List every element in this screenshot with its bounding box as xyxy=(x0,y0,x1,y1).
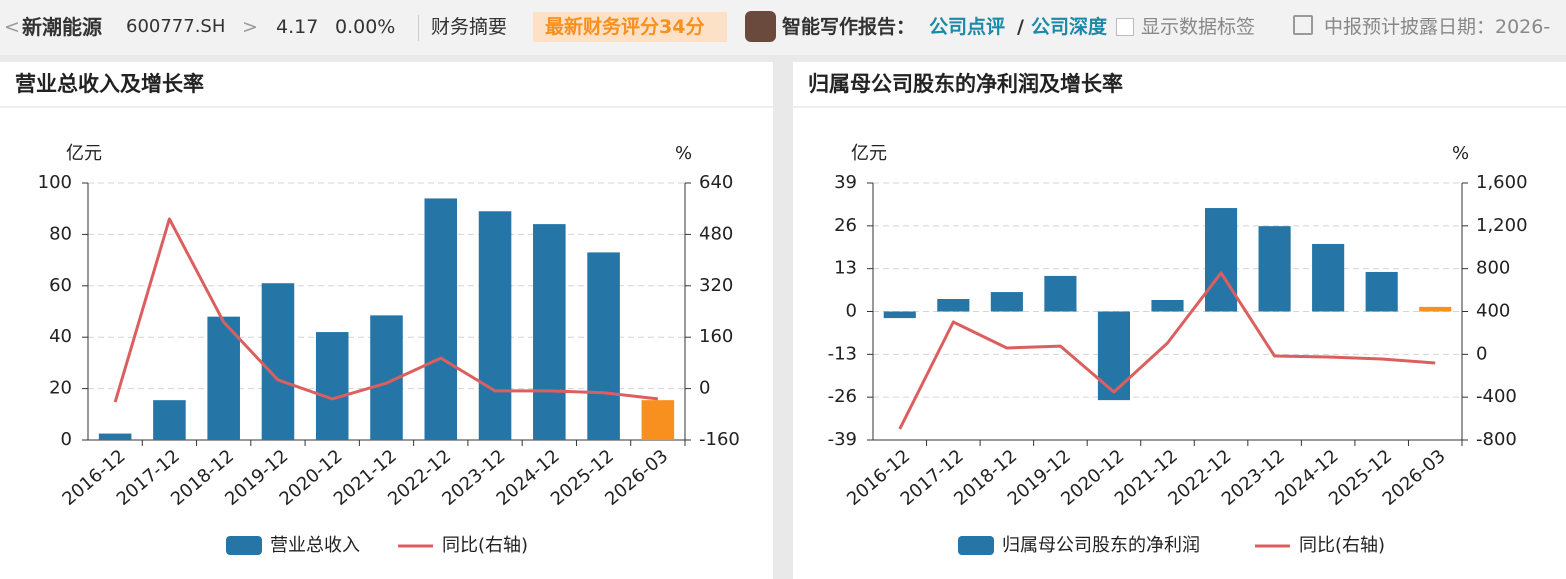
tab[interactable]: 财务摘要 xyxy=(431,16,508,38)
report-link[interactable]: 公司深度 xyxy=(1031,16,1108,38)
chart-panel xyxy=(0,62,773,579)
price: 4.17 xyxy=(276,16,319,38)
chart-panel xyxy=(793,62,1566,579)
separator: / xyxy=(1017,16,1024,38)
disclosure-date: 中报预计披露日期：2026- xyxy=(1324,16,1551,38)
report-link[interactable]: 公司点评 xyxy=(929,16,1006,38)
badge-bg xyxy=(533,12,727,42)
prev-arrow[interactable]: < xyxy=(4,16,20,38)
score-badge[interactable]: 最新财务评分34分 xyxy=(545,16,705,38)
header-bar: < 新潮能源 600777.SH > 4.17 0.00% 财务摘要 最新财务评… xyxy=(0,0,1566,55)
next-arrow[interactable]: > xyxy=(242,16,258,38)
stock-code: 600777.SH xyxy=(126,16,226,37)
stock-name: 新潮能源 xyxy=(22,15,102,39)
avatar xyxy=(745,11,776,42)
checkbox[interactable] xyxy=(1116,18,1134,36)
report-label: 智能写作报告： xyxy=(782,16,916,38)
calendar-icon xyxy=(1293,15,1313,35)
checkbox-label[interactable]: 显示数据标签 xyxy=(1141,16,1256,38)
divider xyxy=(418,15,419,41)
change: 0.00% xyxy=(335,16,396,38)
